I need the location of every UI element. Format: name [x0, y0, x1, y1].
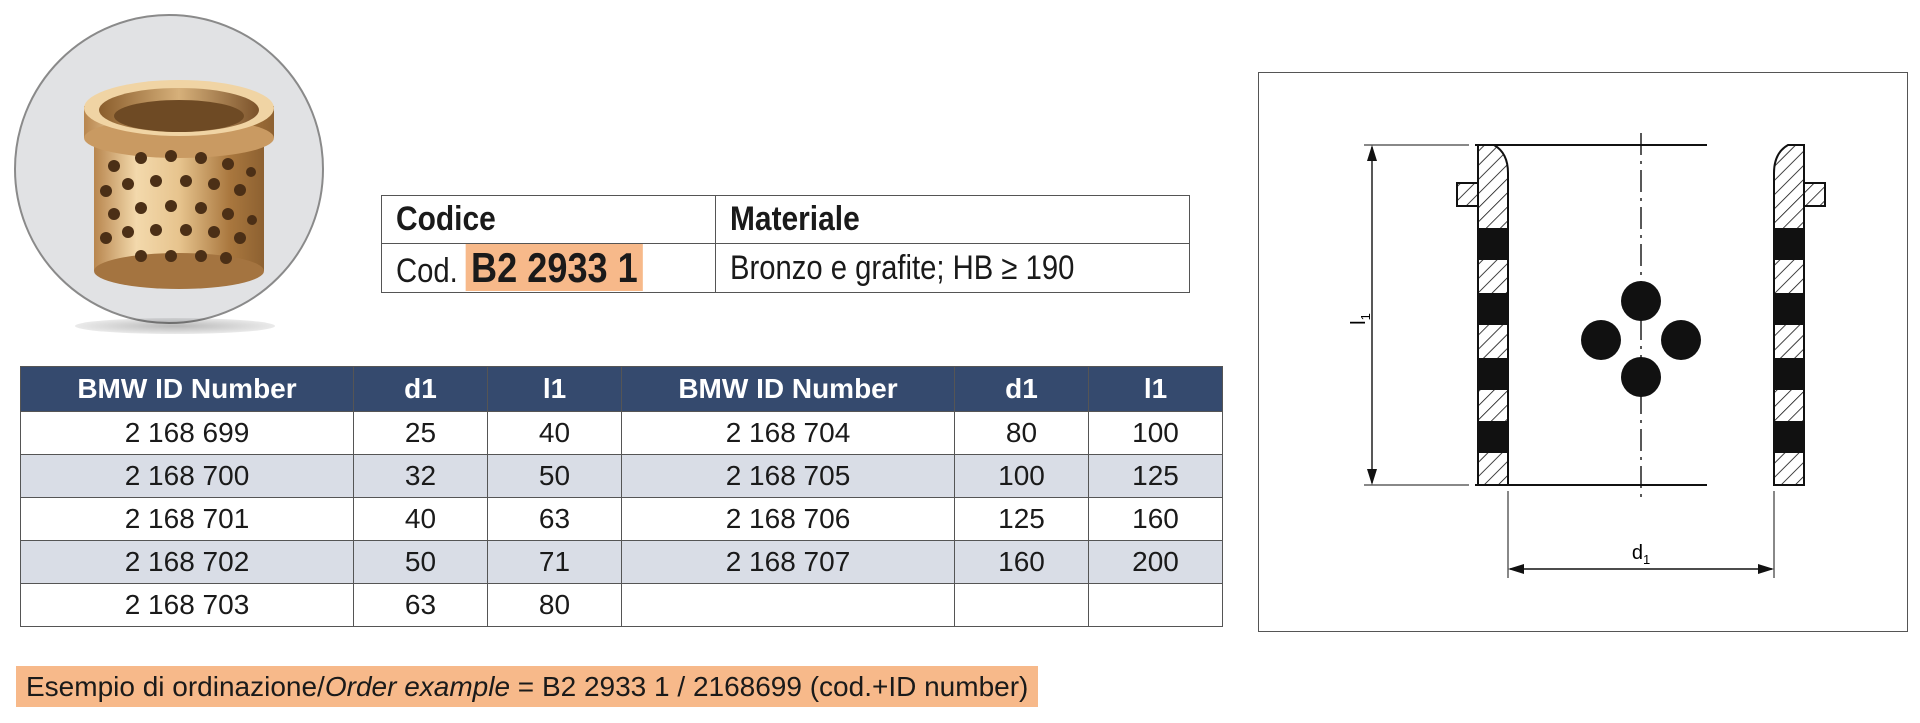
- order-example-label-en: Order example: [324, 671, 511, 702]
- table-cell: 40: [487, 411, 622, 455]
- table-cell: 2 168 706: [621, 497, 955, 541]
- col-header-d1-1: d1: [353, 366, 488, 412]
- bushing-image: [84, 80, 274, 289]
- table-cell: 125: [954, 497, 1089, 541]
- material-header: Materiale: [730, 200, 860, 238]
- table-cell: 2 168 700: [20, 454, 354, 498]
- material-value: Bronzo e grafite; HB ≥ 190: [730, 248, 1075, 287]
- code-value: B2 2933 1: [465, 244, 643, 291]
- table-cell: 50: [487, 454, 622, 498]
- table-cell: 160: [954, 540, 1089, 584]
- table-row: 2 168 700 32 50 2 168 705 100 125: [20, 454, 1223, 498]
- table-cell: 2 168 707: [621, 540, 955, 584]
- col-header-d1-2: d1: [954, 366, 1089, 412]
- dimension-diameter-label: d1: [1632, 542, 1650, 567]
- col-header-l1-2: l1: [1088, 366, 1223, 412]
- table-cell: 100: [1088, 411, 1223, 455]
- table-row: 2 168 699 25 40 2 168 704 80 100: [20, 411, 1223, 455]
- left-wall: [1456, 144, 1509, 486]
- table-header-row: BMW ID Number d1 l1 BMW ID Number d1 l1: [20, 366, 1223, 412]
- table-cell: [621, 583, 955, 627]
- table-cell: 63: [353, 583, 488, 627]
- code-prefix: Cod.: [396, 252, 458, 290]
- col-header-l1-1: l1: [487, 366, 622, 412]
- code-material-table: Codice Materiale Cod. B2 2933 1 Bronzo e…: [381, 195, 1190, 293]
- code-header-cell: Codice: [381, 195, 716, 244]
- table-cell: 125: [1088, 454, 1223, 498]
- table-cell: 2 168 702: [20, 540, 354, 584]
- table-cell: 80: [954, 411, 1089, 455]
- table-row: 2 168 703 63 80: [20, 583, 1223, 627]
- product-photo: [14, 14, 324, 324]
- order-example-label-it: Esempio di ordinazione/: [26, 671, 325, 702]
- table-cell: 2 168 699: [20, 411, 354, 455]
- code-value-cell: Cod. B2 2933 1: [381, 243, 716, 293]
- table-cell: 200: [1088, 540, 1223, 584]
- bmw-id-table: BMW ID Number d1 l1 BMW ID Number d1 l1 …: [20, 366, 1223, 627]
- graphite-plugs: [1581, 281, 1701, 397]
- col-header-bmw-id-2: BMW ID Number: [621, 366, 955, 412]
- table-row: 2 168 701 40 63 2 168 706 125 160: [20, 497, 1223, 541]
- material-value-cell: Bronzo e grafite; HB ≥ 190: [715, 243, 1190, 293]
- table-cell: 2 168 705: [621, 454, 955, 498]
- table-cell: 25: [353, 411, 488, 455]
- col-header-bmw-id-1: BMW ID Number: [20, 366, 354, 412]
- table-cell: 40: [353, 497, 488, 541]
- right-wall: [1773, 144, 1826, 486]
- table-cell: 160: [1088, 497, 1223, 541]
- order-example: Esempio di ordinazione/Order example = B…: [16, 666, 1039, 707]
- table-cell: [1088, 583, 1223, 627]
- table-cell: 63: [487, 497, 622, 541]
- table-cell: 2 168 704: [621, 411, 955, 455]
- table-cell: 2 168 703: [20, 583, 354, 627]
- code-header: Codice: [396, 200, 496, 238]
- material-header-cell: Materiale: [715, 195, 1190, 244]
- table-cell: 80: [487, 583, 622, 627]
- table-cell: 50: [353, 540, 488, 584]
- order-example-value: = B2 2933 1 / 2168699 (cod.+ID number): [510, 671, 1029, 702]
- table-cell: 71: [487, 540, 622, 584]
- table-cell: 32: [353, 454, 488, 498]
- bushing-section-drawing: l1 d1: [1348, 133, 1826, 578]
- photo-shadow: [75, 318, 275, 334]
- table-row: 2 168 702 50 71 2 168 707 160 200: [20, 540, 1223, 584]
- code-value-wrap: Cod. B2 2933 1: [396, 244, 643, 292]
- table-cell: 100: [954, 454, 1089, 498]
- table-cell: [954, 583, 1089, 627]
- table-cell: 2 168 701: [20, 497, 354, 541]
- dimension-length-label: l1: [1348, 313, 1373, 325]
- technical-drawing: l1 d1: [1258, 72, 1908, 632]
